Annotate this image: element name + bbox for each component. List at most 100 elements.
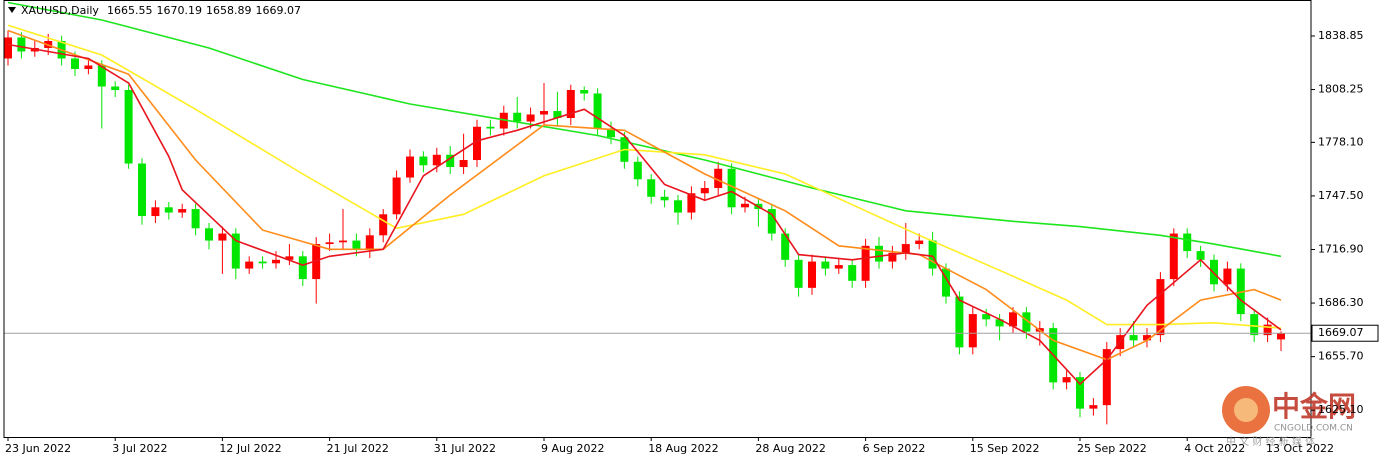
price-label: 1669.07 bbox=[1318, 326, 1364, 339]
chart-header: XAUUSD,Daily 1665.55 1670.19 1658.89 1669.07 bbox=[21, 4, 301, 17]
candle-body bbox=[687, 193, 696, 213]
candle-body bbox=[1196, 251, 1205, 260]
candle-body bbox=[446, 154, 455, 168]
candle-body bbox=[459, 160, 468, 168]
candle-body bbox=[124, 89, 133, 164]
candle-body bbox=[875, 245, 883, 262]
candle-body bbox=[1236, 268, 1245, 315]
candle-body bbox=[995, 319, 1004, 327]
candle-body bbox=[968, 314, 977, 348]
y-tick-label: 1716.90 bbox=[1318, 242, 1364, 255]
candle-body bbox=[794, 259, 803, 288]
x-tick-label: 3 Jul 2022 bbox=[112, 442, 167, 455]
candle-body bbox=[915, 240, 924, 245]
candle-body bbox=[861, 245, 870, 281]
candle-body bbox=[727, 168, 736, 208]
candle-body bbox=[97, 65, 106, 87]
candle-body bbox=[178, 209, 187, 213]
price-label-box bbox=[1311, 324, 1379, 342]
candle-body bbox=[298, 256, 307, 280]
candle-body bbox=[526, 114, 535, 122]
candle-body bbox=[1009, 312, 1017, 327]
watermark-tagline: 中 文 财 经 新 媒 体 bbox=[1226, 435, 1315, 448]
candle-body bbox=[379, 214, 388, 236]
candle-body bbox=[647, 179, 656, 197]
candle-body bbox=[1250, 314, 1259, 336]
candle-body bbox=[191, 209, 200, 229]
candle-body bbox=[540, 111, 548, 115]
candle-body bbox=[499, 112, 508, 129]
header-close: 1669.07 bbox=[255, 4, 301, 17]
candle-body bbox=[1143, 335, 1151, 341]
x-tick-label: 15 Sep 2022 bbox=[970, 442, 1040, 455]
x-tick-label: 12 Jul 2022 bbox=[219, 442, 281, 455]
watermark: 中金网 CNGOLD.COM.CN 中 文 财 经 新 媒 体 bbox=[1222, 386, 1356, 448]
y-tick-label: 1747.50 bbox=[1318, 189, 1364, 202]
candle-body bbox=[1210, 259, 1218, 285]
candle-body bbox=[1277, 333, 1285, 340]
candle-body bbox=[365, 235, 374, 250]
x-tick-label: 13 Oct 2022 bbox=[1266, 442, 1334, 455]
candle-body bbox=[888, 252, 897, 262]
candle-body bbox=[660, 196, 669, 201]
y-tick-label: 1625.10 bbox=[1318, 403, 1364, 416]
x-tick-label: 28 Aug 2022 bbox=[755, 442, 825, 455]
candle-body bbox=[1169, 233, 1178, 280]
candle-body bbox=[245, 261, 254, 269]
y-tick-label: 1655.70 bbox=[1318, 350, 1364, 363]
header-low: 1658.89 bbox=[206, 4, 252, 17]
candle-body bbox=[325, 242, 334, 245]
candle-body bbox=[285, 256, 294, 260]
candle-body bbox=[432, 154, 441, 166]
watermark-name: 中金网 bbox=[1272, 390, 1356, 423]
candle-body bbox=[1089, 405, 1098, 409]
y-tick-label: 1686.30 bbox=[1318, 296, 1364, 309]
moving-average-line bbox=[7, 43, 1282, 386]
candle-body bbox=[928, 240, 937, 269]
candle-body bbox=[164, 207, 173, 213]
candle-body bbox=[607, 128, 615, 138]
candle-body bbox=[205, 228, 213, 241]
candle-body bbox=[781, 233, 790, 260]
candle-body bbox=[392, 177, 401, 215]
candle-body bbox=[258, 261, 267, 264]
candle-body bbox=[767, 209, 776, 234]
candle-body bbox=[834, 265, 843, 269]
candle-body bbox=[553, 111, 562, 119]
candle-body bbox=[406, 156, 414, 178]
x-tick-label: 18 Aug 2022 bbox=[648, 442, 718, 455]
moving-average-line bbox=[7, 24, 1282, 329]
candle-body bbox=[901, 244, 910, 253]
candle-body bbox=[1102, 349, 1111, 406]
y-tick-label: 1808.25 bbox=[1318, 83, 1364, 96]
header-open: 1665.55 bbox=[107, 4, 153, 17]
candle-body bbox=[674, 200, 682, 213]
candle-body bbox=[71, 58, 79, 69]
candle-body bbox=[741, 203, 749, 208]
y-tick-label: 1778.10 bbox=[1318, 135, 1364, 148]
candle-body bbox=[808, 261, 816, 288]
y-tick-label: 1838.85 bbox=[1318, 29, 1364, 42]
candle-body bbox=[138, 163, 146, 217]
candle-body bbox=[1156, 279, 1165, 336]
x-tick-label: 25 Sep 2022 bbox=[1077, 442, 1147, 455]
plot-area bbox=[4, 1, 1311, 425]
candle-body bbox=[84, 65, 93, 69]
candle-body bbox=[580, 89, 589, 94]
candle-body bbox=[942, 268, 950, 297]
candle-body bbox=[955, 296, 964, 348]
watermark-site: CNGOLD.COM.CN bbox=[1274, 424, 1353, 434]
candle-body bbox=[633, 161, 642, 180]
candle-body bbox=[982, 314, 991, 320]
candle-body bbox=[339, 240, 347, 243]
moving-average-line bbox=[7, 29, 1282, 361]
candle-body bbox=[312, 244, 321, 280]
x-tick-label: 9 Aug 2022 bbox=[541, 442, 604, 455]
candle-body bbox=[4, 37, 12, 59]
candle-body bbox=[473, 126, 481, 161]
candle-body bbox=[419, 156, 428, 166]
menu-triangle bbox=[8, 7, 16, 13]
candle-body bbox=[566, 89, 575, 119]
candle-body bbox=[272, 259, 280, 264]
